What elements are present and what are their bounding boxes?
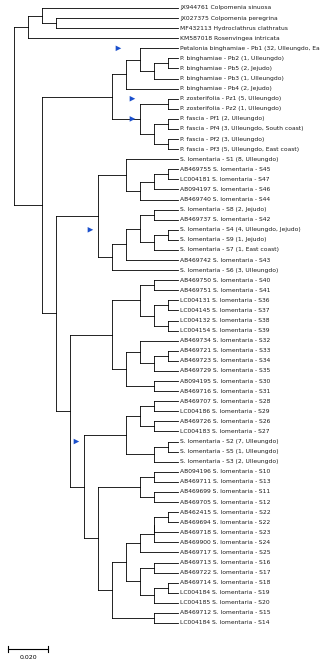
Text: MF432113 Hydroclathrus clathratus: MF432113 Hydroclathrus clathratus — [180, 25, 288, 31]
Text: AB462415 S. lomentaria - S22: AB462415 S. lomentaria - S22 — [180, 509, 271, 515]
Text: AB469711 S. lomentaria - S13: AB469711 S. lomentaria - S13 — [180, 479, 270, 484]
Text: AB469722 S. lomentaria - S17: AB469722 S. lomentaria - S17 — [180, 570, 271, 575]
Text: LC004131 S. lomentaria - S36: LC004131 S. lomentaria - S36 — [180, 298, 269, 303]
Text: AB094196 S. lomentaria - S10: AB094196 S. lomentaria - S10 — [180, 469, 270, 474]
Text: AB469707 S. lomentaria - S28: AB469707 S. lomentaria - S28 — [180, 399, 270, 404]
Text: AB469734 S. lomentaria - S32: AB469734 S. lomentaria - S32 — [180, 338, 270, 343]
Text: Petalonia binghamiae - Pb1 (32, Ulleungdo, East coast): Petalonia binghamiae - Pb1 (32, Ulleungd… — [180, 46, 320, 51]
Text: S. lomentaria - S8 (2, Jejudo): S. lomentaria - S8 (2, Jejudo) — [180, 207, 267, 212]
Text: P. fascia - Pf3 (5, Ulleungdo, East coast): P. fascia - Pf3 (5, Ulleungdo, East coas… — [180, 147, 299, 152]
Text: AB469751 S. lomentaria - S41: AB469751 S. lomentaria - S41 — [180, 288, 270, 293]
Text: LC004154 S. lomentaria - S39: LC004154 S. lomentaria - S39 — [180, 328, 269, 333]
Text: KM587018 Rosenvingea intricata: KM587018 Rosenvingea intricata — [180, 36, 280, 41]
Text: AB469699 S. lomentaria - S11: AB469699 S. lomentaria - S11 — [180, 489, 270, 495]
Text: LC004181 S. lomentaria - S47: LC004181 S. lomentaria - S47 — [180, 177, 270, 182]
Text: P. fascia - Pf2 (3, Ulleungdo): P. fascia - Pf2 (3, Ulleungdo) — [180, 137, 264, 142]
Text: AB469742 S. lomentaria - S43: AB469742 S. lomentaria - S43 — [180, 258, 270, 262]
Text: LC004186 S. lomentaria - S29: LC004186 S. lomentaria - S29 — [180, 409, 269, 414]
Text: P. binghamiae - Pb4 (2, Jejudo): P. binghamiae - Pb4 (2, Jejudo) — [180, 86, 272, 91]
Text: P. binghamiae - Pb3 (1, Ulleungdo): P. binghamiae - Pb3 (1, Ulleungdo) — [180, 76, 284, 81]
Text: LC004183 S. lomentaria - S27: LC004183 S. lomentaria - S27 — [180, 429, 270, 434]
Text: AB469717 S. lomentaria - S25: AB469717 S. lomentaria - S25 — [180, 550, 271, 555]
Text: S. lomentaria - S5 (1, Ulleungdo): S. lomentaria - S5 (1, Ulleungdo) — [180, 449, 279, 454]
Text: AB469723 S. lomentaria - S34: AB469723 S. lomentaria - S34 — [180, 358, 270, 364]
Text: P. fascia - Pf4 (3, Ulleungdo, South coast): P. fascia - Pf4 (3, Ulleungdo, South coa… — [180, 127, 303, 132]
Text: AB469726 S. lomentaria - S26: AB469726 S. lomentaria - S26 — [180, 419, 270, 424]
Text: AB469737 S. lomentaria - S42: AB469737 S. lomentaria - S42 — [180, 217, 270, 222]
Text: S. lomentaria - S4 (4, Ulleungdo, Jejudo): S. lomentaria - S4 (4, Ulleungdo, Jejudo… — [180, 227, 301, 232]
Text: P. binghamiae - Pb2 (1, Ulleungdo): P. binghamiae - Pb2 (1, Ulleungdo) — [180, 56, 284, 61]
Text: AB469718 S. lomentaria - S23: AB469718 S. lomentaria - S23 — [180, 530, 270, 535]
Text: JX027375 Colpomenia peregrina: JX027375 Colpomenia peregrina — [180, 15, 278, 21]
Text: P. zosterifolia - Pz1 (5, Ulleungdo): P. zosterifolia - Pz1 (5, Ulleungdo) — [180, 96, 281, 101]
Text: S. lomentaria - S3 (2, Ulleungdo): S. lomentaria - S3 (2, Ulleungdo) — [180, 459, 278, 464]
Text: S. lomentaria - S7 (1, East coast): S. lomentaria - S7 (1, East coast) — [180, 248, 279, 252]
Text: LC004145 S. lomentaria - S37: LC004145 S. lomentaria - S37 — [180, 308, 270, 313]
Text: AB469705 S. lomentaria - S12: AB469705 S. lomentaria - S12 — [180, 499, 270, 505]
Text: S. lomentaria - S1 (8, Ulleungdo): S. lomentaria - S1 (8, Ulleungdo) — [180, 157, 278, 162]
Text: JX944761 Colpomenia sinuosa: JX944761 Colpomenia sinuosa — [180, 5, 271, 11]
Text: AB469694 S. lomentaria - S22: AB469694 S. lomentaria - S22 — [180, 519, 270, 525]
Text: S. lomentaria - S9 (1, Jejudo): S. lomentaria - S9 (1, Jejudo) — [180, 238, 267, 242]
Text: AB469721 S. lomentaria - S33: AB469721 S. lomentaria - S33 — [180, 348, 270, 354]
Text: AB469900 S. lomentaria - S24: AB469900 S. lomentaria - S24 — [180, 540, 270, 545]
Text: AB094195 S. lomentaria - S30: AB094195 S. lomentaria - S30 — [180, 378, 270, 384]
Text: S. lomentaria - S2 (7, Ulleungdo): S. lomentaria - S2 (7, Ulleungdo) — [180, 439, 279, 444]
Text: LC004184 S. lomentaria - S19: LC004184 S. lomentaria - S19 — [180, 590, 269, 595]
Text: P. binghamiae - Pb5 (2, Jejudo): P. binghamiae - Pb5 (2, Jejudo) — [180, 66, 272, 71]
Text: AB469713 S. lomentaria - S16: AB469713 S. lomentaria - S16 — [180, 560, 270, 565]
Text: AB094197 S. lomentaria - S46: AB094197 S. lomentaria - S46 — [180, 187, 270, 192]
Text: LC004184 S. lomentaria - S14: LC004184 S. lomentaria - S14 — [180, 621, 269, 625]
Text: 0.020: 0.020 — [19, 655, 37, 660]
Text: AB469750 S. lomentaria - S40: AB469750 S. lomentaria - S40 — [180, 278, 270, 282]
Text: AB469755 S. lomentaria - S45: AB469755 S. lomentaria - S45 — [180, 167, 270, 172]
Text: P. fascia - Pf1 (2, Ulleungdo): P. fascia - Pf1 (2, Ulleungdo) — [180, 116, 265, 121]
Text: AB469729 S. lomentaria - S35: AB469729 S. lomentaria - S35 — [180, 368, 270, 374]
Text: AB469712 S. lomentaria - S15: AB469712 S. lomentaria - S15 — [180, 611, 271, 615]
Text: AB469716 S. lomentaria - S31: AB469716 S. lomentaria - S31 — [180, 389, 270, 394]
Text: LC004185 S. lomentaria - S20: LC004185 S. lomentaria - S20 — [180, 601, 270, 605]
Text: AB469740 S. lomentaria - S44: AB469740 S. lomentaria - S44 — [180, 197, 270, 202]
Text: P. zosterifolia - Pz2 (1, Ulleungdo): P. zosterifolia - Pz2 (1, Ulleungdo) — [180, 106, 281, 111]
Text: S. lomentaria - S6 (3, Ulleungdo): S. lomentaria - S6 (3, Ulleungdo) — [180, 268, 278, 272]
Text: LC004132 S. lomentaria - S38: LC004132 S. lomentaria - S38 — [180, 318, 269, 323]
Text: AB469714 S. lomentaria - S18: AB469714 S. lomentaria - S18 — [180, 580, 270, 585]
